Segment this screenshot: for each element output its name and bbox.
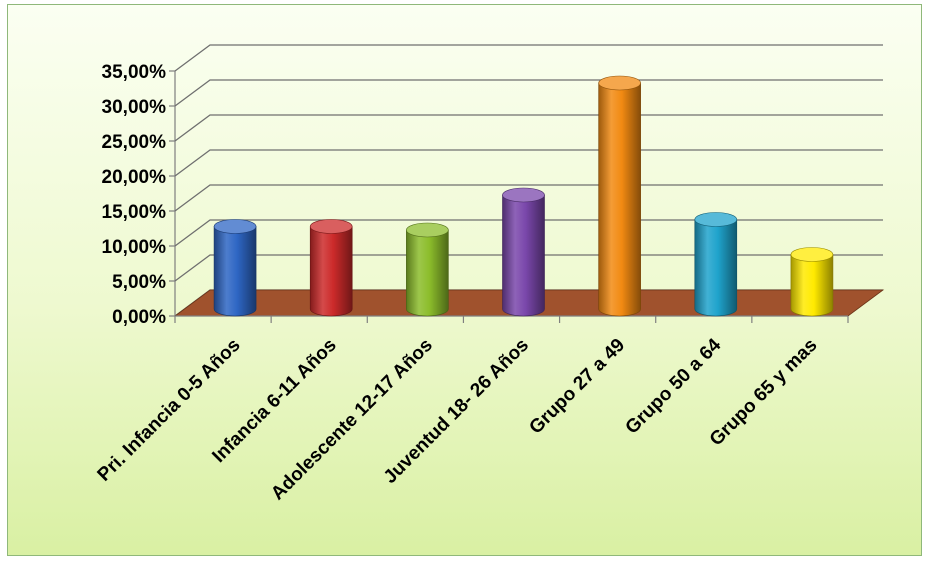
bar-top: [309, 219, 353, 234]
bar-chart: 0,00% 5,00% 10,00% 15,00% 20,00% 25,00% 30,00%…: [94, 44, 885, 504]
x-category-label: Adolescente 12-17 Años: [267, 335, 437, 505]
bar-1: [309, 219, 353, 317]
bar-top: [790, 247, 834, 262]
y-tick-label: 10,00%: [102, 237, 167, 258]
chart-walls: [174, 71, 176, 316]
y-tick-label: 5,00%: [112, 272, 166, 293]
bar-6: [790, 247, 834, 317]
bar-2: [406, 222, 449, 317]
bar-3: [502, 187, 545, 317]
bar-body: [694, 219, 738, 317]
x-category-label: Grupo 27 a 49: [525, 335, 629, 439]
bar-body: [309, 226, 353, 317]
chart-frame: 0,00% 5,00% 10,00% 15,00% 20,00% 25,00% 30,00%…: [7, 4, 922, 556]
gridline: [174, 149, 883, 177]
bar-top: [502, 187, 545, 203]
bar-0: [213, 219, 257, 317]
y-tick-label: 20,00%: [102, 167, 167, 188]
bar-top: [406, 222, 449, 238]
gridline: [174, 114, 883, 142]
y-tick-label: 30,00%: [102, 97, 167, 118]
bars: [213, 75, 834, 317]
gridline: [174, 184, 883, 212]
y-tick-label: 0,00%: [112, 307, 166, 328]
y-tick-label: 15,00%: [102, 202, 167, 223]
bar-4: [598, 75, 641, 317]
bar-5: [694, 212, 738, 317]
bar-top: [213, 219, 257, 234]
bar-body: [502, 194, 545, 317]
bar-top: [598, 75, 641, 91]
gridline: [174, 44, 883, 72]
bar-body: [790, 254, 834, 317]
bar-body: [598, 82, 641, 317]
gridline: [174, 219, 883, 247]
x-category-label: Grupo 50 a 64: [622, 334, 726, 438]
gridline: [174, 79, 883, 107]
bar-body: [406, 229, 449, 317]
bar-body: [213, 226, 257, 317]
y-axis: 0,00% 5,00% 10,00% 15,00% 20,00% 25,00% 30,00%…: [102, 62, 849, 328]
y-tick-label: 35,00%: [102, 62, 167, 83]
bar-top: [694, 212, 738, 227]
y-tick-label: 25,00%: [102, 132, 167, 153]
gridline: [174, 254, 883, 282]
x-category-label: Grupo 65 y mas: [706, 335, 822, 451]
